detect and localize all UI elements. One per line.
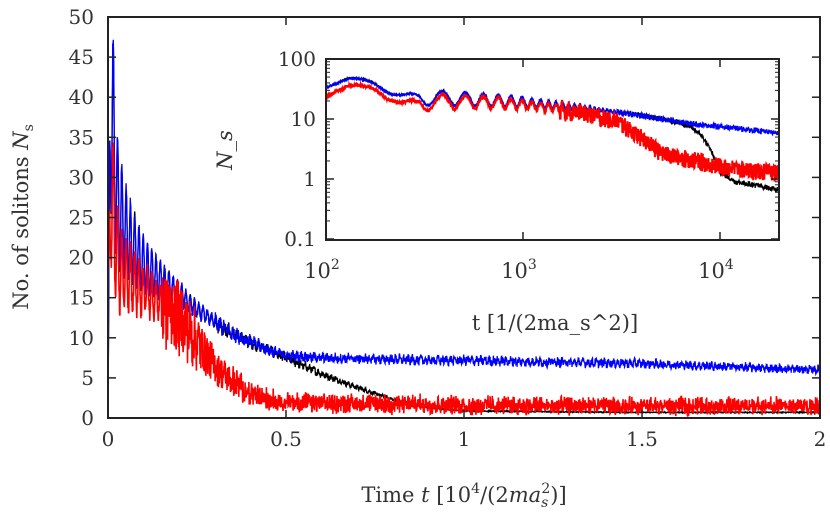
inset-series-line-red (326, 80, 779, 182)
main-y-tick-label: 10 (69, 326, 94, 350)
main-y-tick-label: 45 (69, 45, 94, 69)
main-y-tick-label: 5 (81, 366, 94, 390)
main-series-line-blue (108, 39, 820, 418)
inset-y-tick-label: 0.1 (284, 227, 316, 251)
inset-x-axis-label: t [1/(2ma_s^2)] (472, 311, 638, 335)
main-series-line-red (108, 142, 820, 417)
inset-y-axis-label: N_s (213, 130, 237, 171)
main-y-axis-label: No. of solitons Ns (9, 124, 37, 310)
main-y-tick-label: 40 (69, 85, 94, 109)
main-x-axis-label: Time t [104/(2mas2)] (361, 481, 566, 511)
inset-x-tick-label: 104 (698, 257, 734, 283)
main-y-tick-label: 25 (69, 206, 94, 230)
main-y-tick-label: 20 (69, 246, 94, 270)
main-plot: 0 0.5 1 1.5 2 0 5 10 15 20 25 30 35 40 45 50 Time t [1… (9, 5, 826, 511)
inset-y-tick-label: 1 (303, 167, 316, 191)
main-y-tick-label: 30 (69, 165, 94, 189)
main-x-tick-label: 2 (814, 427, 827, 451)
main-x-tick-label: 1.5 (626, 427, 658, 451)
main-y-tick-label: 15 (69, 286, 94, 310)
main-y-tick-label: 0 (81, 406, 94, 430)
inset-series-line-blue (326, 75, 779, 137)
main-x-tick-label: 0.5 (270, 427, 302, 451)
inset-y-tick-label: 100 (278, 47, 316, 71)
main-y-tick-label: 50 (69, 5, 94, 29)
inset-x-tick-label: 102 (304, 257, 340, 283)
inset-plot-frame (325, 58, 780, 241)
inset-plot: 102 103 104 100 10 1 0.1 t [1/(2ma_s^2)] N_s (213, 47, 780, 335)
main-x-tick-label: 0 (102, 427, 115, 451)
main-x-tick-label: 1 (458, 427, 471, 451)
inset-y-tick-label: 10 (291, 107, 316, 131)
main-y-tick-label: 35 (69, 125, 94, 149)
inset-x-tick-label: 103 (501, 257, 537, 283)
